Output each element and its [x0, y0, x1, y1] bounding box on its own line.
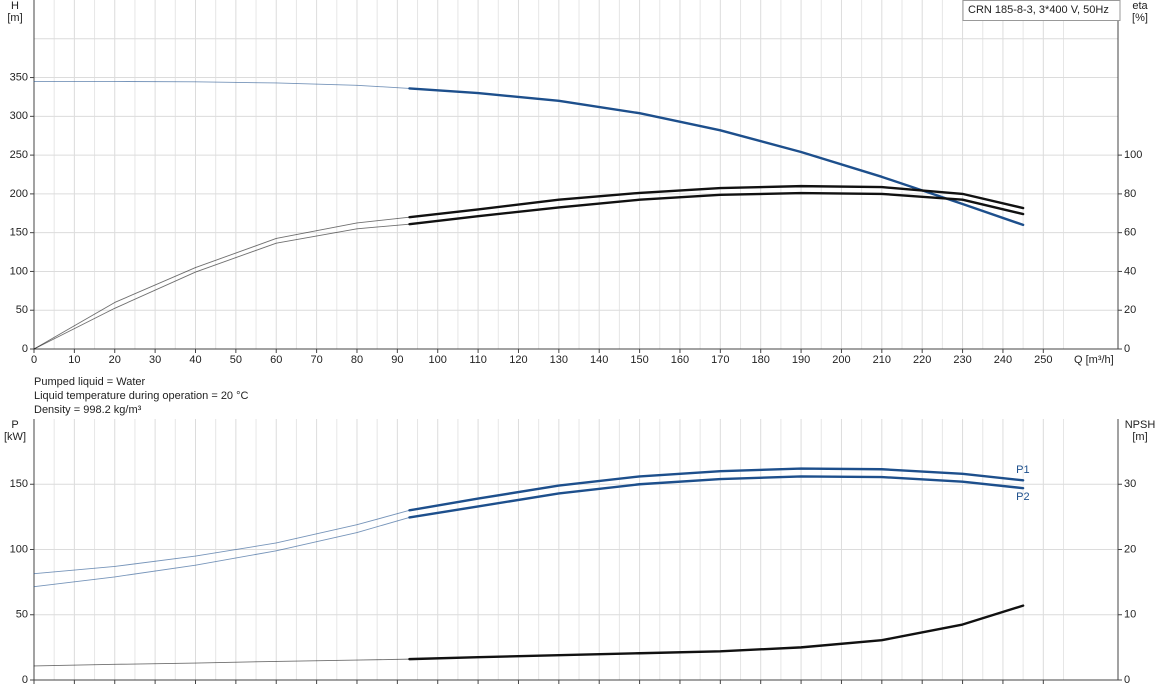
x-tick-label: 100 [429, 354, 447, 366]
x-tick-label: 200 [832, 354, 850, 366]
y2-axis-label: eta [1132, 0, 1148, 12]
x-tick-label: 120 [509, 354, 527, 366]
x-tick-label: 160 [671, 354, 689, 366]
curve [408, 184, 1025, 219]
curve-extended [33, 516, 410, 588]
x-tick-label: 90 [391, 354, 403, 366]
y2-tick-label: 10 [1124, 609, 1136, 621]
y2-axis-label: [%] [1132, 12, 1148, 24]
annotation: Pumped liquid = Water [34, 376, 146, 388]
x-axis-label: Q [m³/h] [1074, 354, 1114, 366]
y-axis-label: [m] [7, 12, 22, 24]
y-axis-label: P [11, 419, 18, 431]
x-tick-label: 250 [1034, 354, 1052, 366]
x-tick-label: 0 [31, 354, 37, 366]
x-tick-label: 60 [270, 354, 282, 366]
y-tick-label: 100 [10, 265, 28, 277]
curve-label: P2 [1016, 491, 1029, 503]
curve [408, 467, 1025, 512]
y-tick-label: 300 [10, 110, 28, 122]
y2-tick-label: 0 [1124, 674, 1130, 686]
y2-tick-label: 30 [1124, 478, 1136, 490]
y-tick-label: 350 [10, 71, 28, 83]
y-tick-label: 0 [22, 674, 28, 686]
annotation: Liquid temperature during operation = 20… [34, 390, 249, 402]
curve-label: P1 [1016, 464, 1029, 476]
x-tick-label: 190 [792, 354, 810, 366]
curve-extended [33, 509, 410, 575]
x-tick-label: 220 [913, 354, 931, 366]
y-axis-label: H [11, 0, 19, 12]
curve [408, 475, 1025, 519]
x-tick-label: 80 [351, 354, 363, 366]
y-tick-label: 50 [16, 304, 28, 316]
x-tick-label: 210 [873, 354, 891, 366]
x-tick-label: 20 [109, 354, 121, 366]
y2-tick-label: 60 [1124, 227, 1136, 239]
y2-tick-label: 20 [1124, 543, 1136, 555]
x-tick-label: 130 [550, 354, 568, 366]
y2-tick-label: 100 [1124, 149, 1142, 161]
y-tick-label: 0 [22, 343, 28, 355]
curve-extended [33, 223, 410, 350]
x-tick-label: 50 [230, 354, 242, 366]
y2-tick-label: 20 [1124, 304, 1136, 316]
curve [408, 191, 1025, 226]
x-tick-label: 240 [994, 354, 1012, 366]
y-tick-label: 100 [10, 543, 28, 555]
curve-extended [33, 80, 410, 89]
y2-axis-label: NPSH [1125, 419, 1156, 431]
curve [408, 604, 1025, 661]
y2-tick-label: 0 [1124, 343, 1130, 355]
legend-box [962, 0, 1121, 21]
curve [408, 87, 1025, 227]
y2-tick-label: 40 [1124, 265, 1136, 277]
y-tick-label: 50 [16, 609, 28, 621]
x-tick-label: 180 [752, 354, 770, 366]
curve-extended [33, 658, 410, 667]
x-tick-label: 10 [68, 354, 80, 366]
curve-extended [33, 216, 410, 350]
x-tick-label: 70 [310, 354, 322, 366]
y2-axis-label: [m] [1132, 431, 1147, 443]
x-tick-label: 170 [711, 354, 729, 366]
chart-title: CRN 185-8-3, 3*400 V, 50Hz [968, 4, 1109, 16]
x-tick-label: 40 [189, 354, 201, 366]
y-tick-label: 150 [10, 227, 28, 239]
x-tick-label: 110 [469, 354, 487, 366]
y-tick-label: 150 [10, 478, 28, 490]
x-tick-label: 30 [149, 354, 161, 366]
y-axis-label: [kW] [4, 431, 26, 443]
annotation: Density = 998.2 kg/m³ [34, 404, 142, 416]
y2-tick-label: 80 [1124, 188, 1136, 200]
x-tick-label: 150 [630, 354, 648, 366]
x-tick-label: 230 [953, 354, 971, 366]
y-tick-label: 200 [10, 188, 28, 200]
y-tick-label: 250 [10, 149, 28, 161]
x-tick-label: 140 [590, 354, 608, 366]
